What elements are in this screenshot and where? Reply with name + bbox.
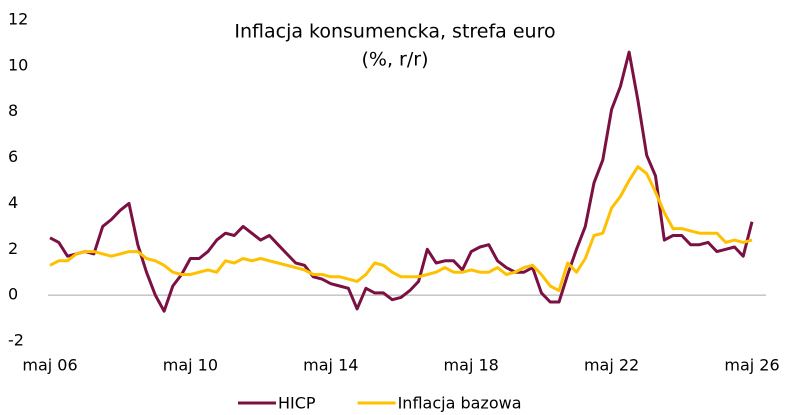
y-tick-label: -2 [8, 331, 24, 350]
x-tick-label: maj 26 [724, 356, 779, 375]
y-tick-label: 4 [8, 193, 18, 212]
series-line [49, 50, 754, 313]
x-tick-label: maj 14 [303, 356, 358, 375]
y-tick-label: 0 [8, 285, 18, 304]
y-tick-label: 6 [8, 147, 18, 166]
series-line [49, 165, 753, 293]
y-tick-label: 2 [8, 239, 18, 258]
x-tick-label: maj 10 [163, 356, 218, 375]
x-tick-label: maj 06 [22, 356, 77, 375]
x-tick-label: maj 22 [584, 356, 639, 375]
y-tick-label: 10 [8, 55, 28, 74]
legend-label: Inflacja bazowa [398, 394, 522, 413]
y-tick-label: 8 [8, 101, 18, 120]
x-tick-label: maj 18 [444, 356, 499, 375]
chart-subtitle: (%, r/r) [362, 49, 429, 71]
chart-title: Inflacja konsumencka, strefa euro [234, 21, 555, 43]
y-tick-label: 12 [8, 10, 28, 29]
legend-label: HICP [278, 394, 316, 413]
